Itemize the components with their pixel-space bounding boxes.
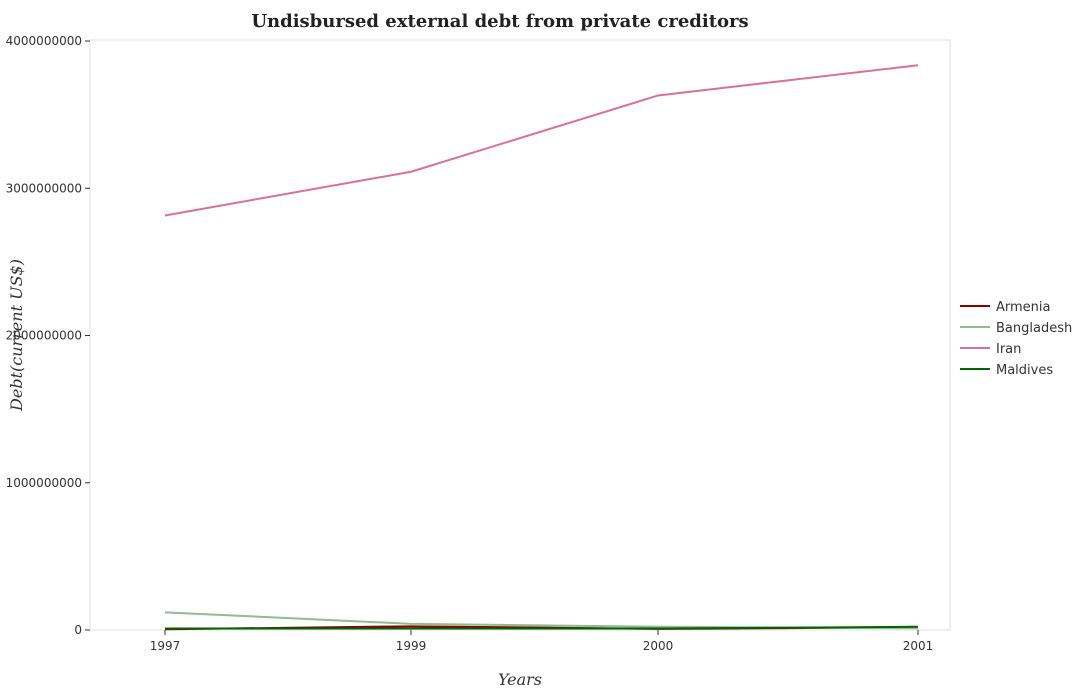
legend-label-iran: Iran: [996, 342, 1021, 357]
y-tick-label: 0: [74, 623, 82, 637]
y-axis: 0 1000000000 2000000000 3000000000 400000000…: [6, 34, 90, 637]
plot-area: [89, 39, 951, 631]
x-axis-title: Years: [498, 670, 542, 689]
y-axis-title: Debt(current US$): [7, 259, 26, 412]
y-tick-label: 1000000000: [6, 476, 82, 490]
y-tick-label: 3000000000: [6, 181, 82, 195]
x-tick-label: 1999: [396, 639, 427, 653]
legend-label-armenia: Armenia: [996, 300, 1051, 315]
y-tick-label: 2000000000: [6, 329, 82, 343]
legend-label-bangladesh: Bangladesh: [996, 321, 1072, 336]
x-tick-label: 1997: [150, 639, 181, 653]
series-line-maldives: [165, 625, 919, 630]
x-tick-label: 2000: [643, 639, 674, 653]
chart-title: Undisbursed external debt from private c…: [251, 11, 748, 32]
x-axis: 1997 1999 2000 2001: [150, 630, 934, 653]
series-line-iran: [164, 64, 919, 217]
x-tick-label: 2001: [903, 639, 934, 653]
legend-label-maldives: Maldives: [996, 363, 1053, 378]
legend: Armenia Bangladesh Iran Maldives: [960, 300, 1072, 378]
series-layer: [164, 64, 919, 631]
y-tick-label: 4000000000: [6, 34, 82, 48]
